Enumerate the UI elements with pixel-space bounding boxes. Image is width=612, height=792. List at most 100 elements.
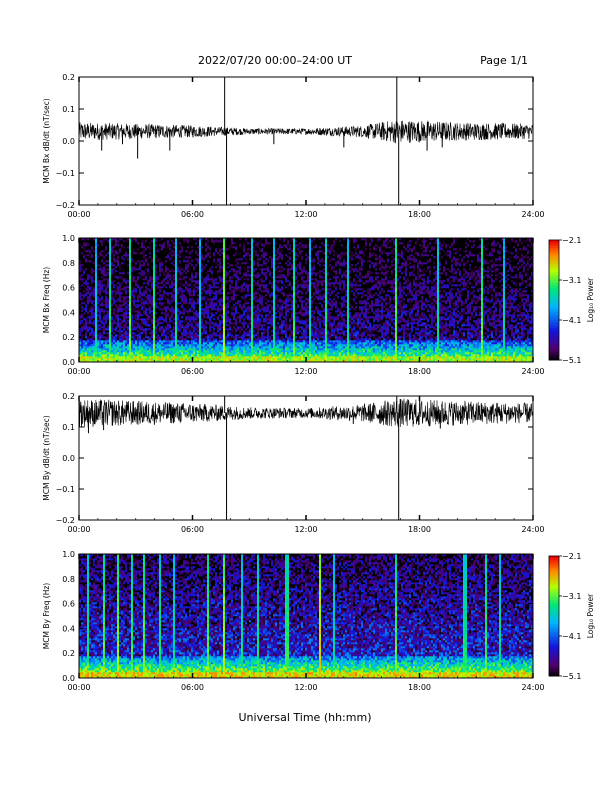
spectrogram-cell [121, 286, 123, 288]
spectrogram-cell [235, 312, 237, 314]
spectrogram-cell [107, 300, 109, 302]
spectrogram-cell [143, 242, 145, 244]
spectrogram-cell [109, 324, 111, 326]
spectrogram-cell [169, 354, 171, 356]
spectrogram-cell [109, 310, 111, 312]
spectrogram-cell [97, 260, 99, 262]
spectrogram-cell [105, 256, 107, 258]
spectrogram-cell [195, 306, 197, 308]
spectrogram-cell [109, 252, 111, 254]
spectrogram-cell [151, 338, 153, 340]
spectrogram-cell [159, 246, 161, 248]
spectrogram-cell [139, 354, 141, 356]
spectrogram-cell [129, 332, 131, 334]
spectrogram-cell [95, 290, 97, 292]
spectrogram-cell [87, 324, 89, 326]
spectrogram-cell [145, 250, 147, 252]
spectrogram-cell [225, 358, 227, 360]
spectrogram-cell [105, 308, 107, 310]
spectrogram-cell [221, 258, 223, 260]
spectrogram-cell [171, 248, 173, 250]
spectrogram-cell [227, 340, 229, 342]
spectrogram-cell [107, 268, 109, 270]
spectrogram-cell [211, 320, 213, 322]
spectrogram-cell [223, 294, 225, 296]
spectrogram-cell [141, 302, 143, 304]
spectrogram-cell [179, 244, 181, 246]
spectrogram-cell [235, 322, 237, 324]
spectrogram-cell [121, 354, 123, 356]
spectrogram-cell [117, 240, 119, 242]
spectrogram-cell [227, 306, 229, 308]
spectrogram-cell [225, 290, 227, 292]
spectrogram-cell [187, 300, 189, 302]
spectrogram-cell [149, 334, 151, 336]
spectrogram-cell [87, 262, 89, 264]
spectrogram-cell [89, 286, 91, 288]
spectrogram-cell [139, 322, 141, 324]
spectrogram-cell [97, 268, 99, 270]
spectrogram-cell [237, 324, 239, 326]
spectrogram-cell [201, 254, 203, 256]
spectrogram-cell [197, 264, 199, 266]
spectrogram-cell [215, 320, 217, 322]
spectrogram-cell [163, 330, 165, 332]
spectrogram-cell [185, 266, 187, 268]
spectrogram-cell [89, 344, 91, 346]
spectrogram-cell [203, 246, 205, 248]
spectrogram-cell [131, 270, 133, 272]
spectrogram-cell [149, 342, 151, 344]
spectrogram-cell [109, 244, 111, 246]
spectrogram-cell [107, 302, 109, 304]
spectrogram-cell [161, 300, 163, 302]
spectrogram-cell [87, 256, 89, 258]
spectrogram-cell [219, 260, 221, 262]
spectrogram-cell [87, 274, 89, 276]
spectrogram-cell [155, 266, 157, 268]
spectrogram-cell [185, 338, 187, 340]
spectrogram-cell [207, 326, 209, 328]
spectrogram-cell [161, 244, 163, 246]
spectrogram-cell [197, 262, 199, 264]
spectrogram-cell [213, 292, 215, 294]
spectrogram-cell [215, 258, 217, 260]
spectrogram-cell [83, 272, 85, 274]
spectrogram-cell [147, 316, 149, 318]
spectrogram-cell [153, 276, 155, 278]
spectrogram-cell [203, 358, 205, 360]
spectrogram-cell [167, 328, 169, 330]
spectrogram-cell [135, 358, 137, 360]
spectrogram-cell [145, 302, 147, 304]
spectrogram-cell [189, 240, 191, 242]
spectrogram-cell [207, 302, 209, 304]
spectrogram-cell [221, 254, 223, 256]
spectrogram-cell [193, 254, 195, 256]
spectrogram-cell [183, 284, 185, 286]
spectrogram-cell [161, 346, 163, 348]
spectrogram-cell [129, 252, 131, 254]
spectrogram-cell [117, 308, 119, 310]
spectrogram-cell [155, 274, 157, 276]
spectrogram-cell [87, 356, 89, 358]
spectrogram-cell [163, 240, 165, 242]
spectrogram-cell [129, 304, 131, 306]
spectrogram-cell [217, 358, 219, 360]
spectrogram-cell [199, 274, 201, 276]
spectrogram-cell [87, 246, 89, 248]
spectrogram-cell [199, 286, 201, 288]
spectrogram-cell [129, 298, 131, 300]
spectrogram-cell [225, 350, 227, 352]
spectrogram-cell [103, 262, 105, 264]
spectrogram-cell [133, 310, 135, 312]
spectrogram-cell [151, 244, 153, 246]
spectrogram-cell [133, 318, 135, 320]
spectrogram-cell [183, 334, 185, 336]
spectrogram-cell [227, 358, 229, 360]
spectrogram-cell [155, 244, 157, 246]
spectrogram-cell [87, 340, 89, 342]
spectrogram-cell [189, 350, 191, 352]
spectrogram-cell [223, 302, 225, 304]
spectrogram-cell [149, 320, 151, 322]
spectrogram-cell [145, 272, 147, 274]
spectrogram-cell [155, 350, 157, 352]
